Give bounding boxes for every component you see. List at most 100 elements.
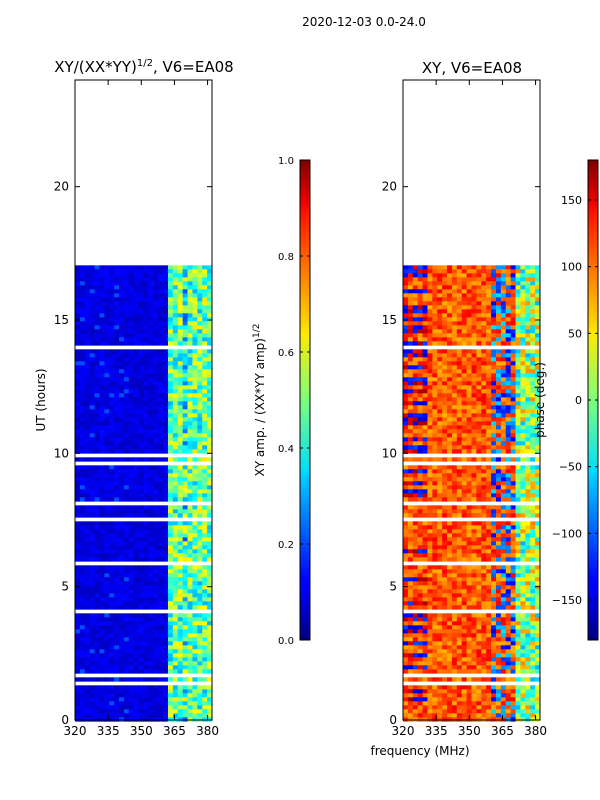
phase-cell (515, 497, 521, 502)
phase-cell (510, 317, 516, 322)
amplitude-cell (143, 545, 149, 550)
amplitude-cell (79, 589, 86, 594)
phase-cell (466, 569, 472, 574)
phase-cell (520, 477, 526, 482)
phase-cell (466, 473, 472, 478)
amplitude-cell (197, 449, 203, 454)
amplitude-cell (158, 297, 164, 302)
phase-cell (481, 549, 487, 554)
phase-cell (505, 325, 512, 330)
amplitude-cell (104, 277, 110, 282)
phase-cell (471, 533, 477, 538)
phase-cell (466, 505, 472, 510)
amplitude-cell (207, 585, 213, 590)
amplitude-cell (94, 665, 100, 670)
phase-cell (535, 497, 541, 502)
phase-cell (471, 365, 477, 370)
phase-cell (442, 277, 448, 282)
phase-cell (407, 417, 414, 422)
amplitude-cell (89, 529, 95, 534)
phase-cell (471, 465, 477, 470)
amplitude-cell (119, 445, 125, 450)
amplitude-cell (138, 617, 144, 622)
amplitude-cell (177, 641, 184, 646)
phase-cell (451, 313, 458, 318)
amplitude-cell (89, 361, 95, 366)
phase-cell (412, 289, 419, 294)
amplitude-cell (158, 693, 164, 698)
phase-cell (447, 557, 453, 562)
phase-cell (500, 409, 507, 414)
phase-cell (442, 385, 448, 390)
amplitude-cell (123, 441, 130, 446)
phase-cell (530, 357, 536, 362)
phase-cell (422, 417, 428, 422)
amplitude-cell (158, 397, 164, 402)
phase-cell (471, 505, 477, 510)
amplitude-cell (167, 581, 174, 586)
phase-cell (486, 437, 492, 442)
amplitude-cell (197, 413, 203, 418)
phase-cell (403, 353, 409, 358)
amplitude-cell (192, 377, 198, 382)
amplitude-cell (89, 317, 95, 322)
amplitude-cell (75, 381, 81, 386)
phase-cell (491, 421, 497, 426)
phase-cell (422, 373, 428, 378)
amplitude-cell (182, 493, 188, 498)
amplitude-cell (148, 477, 154, 482)
phase-cell (456, 505, 463, 510)
phase-cell (520, 437, 526, 442)
amplitude-cell (94, 577, 100, 582)
amplitude-cell (202, 317, 208, 322)
phase-cell (427, 497, 433, 502)
phase-cell (451, 449, 458, 454)
amplitude-cell (94, 425, 100, 430)
amplitude-cell (138, 597, 144, 602)
amplitude-cell (172, 497, 179, 502)
amplitude-cell (182, 473, 188, 478)
amplitude-cell (197, 617, 203, 622)
phase-cell (505, 401, 512, 406)
amplitude-cell (153, 401, 159, 406)
amplitude-cell (148, 597, 154, 602)
phase-cell (461, 281, 467, 286)
amplitude-cell (89, 685, 95, 690)
phase-cell (461, 369, 467, 374)
amplitude-cell (148, 505, 154, 510)
amplitude-cell (158, 349, 164, 354)
amplitude-cell (197, 481, 203, 486)
phase-cell (481, 389, 487, 394)
amplitude-cell (89, 509, 95, 514)
phase-cell (525, 529, 531, 534)
amplitude-cell (104, 393, 110, 398)
amplitude-cell (89, 689, 95, 694)
phase-cell (451, 457, 458, 462)
phase-cell (525, 405, 531, 410)
amplitude-cell (182, 597, 188, 602)
phase-cell (442, 545, 448, 550)
amplitude-cell (109, 489, 115, 494)
phase-cell (412, 381, 419, 386)
amplitude-cell (153, 285, 159, 290)
phase-cell (495, 297, 502, 302)
amplitude-cell (119, 661, 125, 666)
amplitude-cell (197, 285, 203, 290)
amplitude-cell (177, 401, 184, 406)
phase-cell (495, 429, 502, 434)
amplitude-cell (123, 669, 130, 674)
amplitude-cell (94, 661, 100, 666)
phase-cell (461, 309, 467, 314)
amplitude-cell (207, 569, 213, 574)
amplitude-cell (84, 489, 91, 494)
amplitude-cell (163, 557, 169, 562)
phase-cell (505, 405, 512, 410)
phase-cell (471, 545, 477, 550)
phase-cell (437, 417, 443, 422)
amplitude-cell (192, 705, 198, 710)
amplitude-cell (109, 549, 115, 554)
phase-cell (466, 357, 472, 362)
phase-cell (442, 393, 448, 398)
amplitude-cell (172, 513, 179, 518)
amplitude-cell (158, 705, 164, 710)
